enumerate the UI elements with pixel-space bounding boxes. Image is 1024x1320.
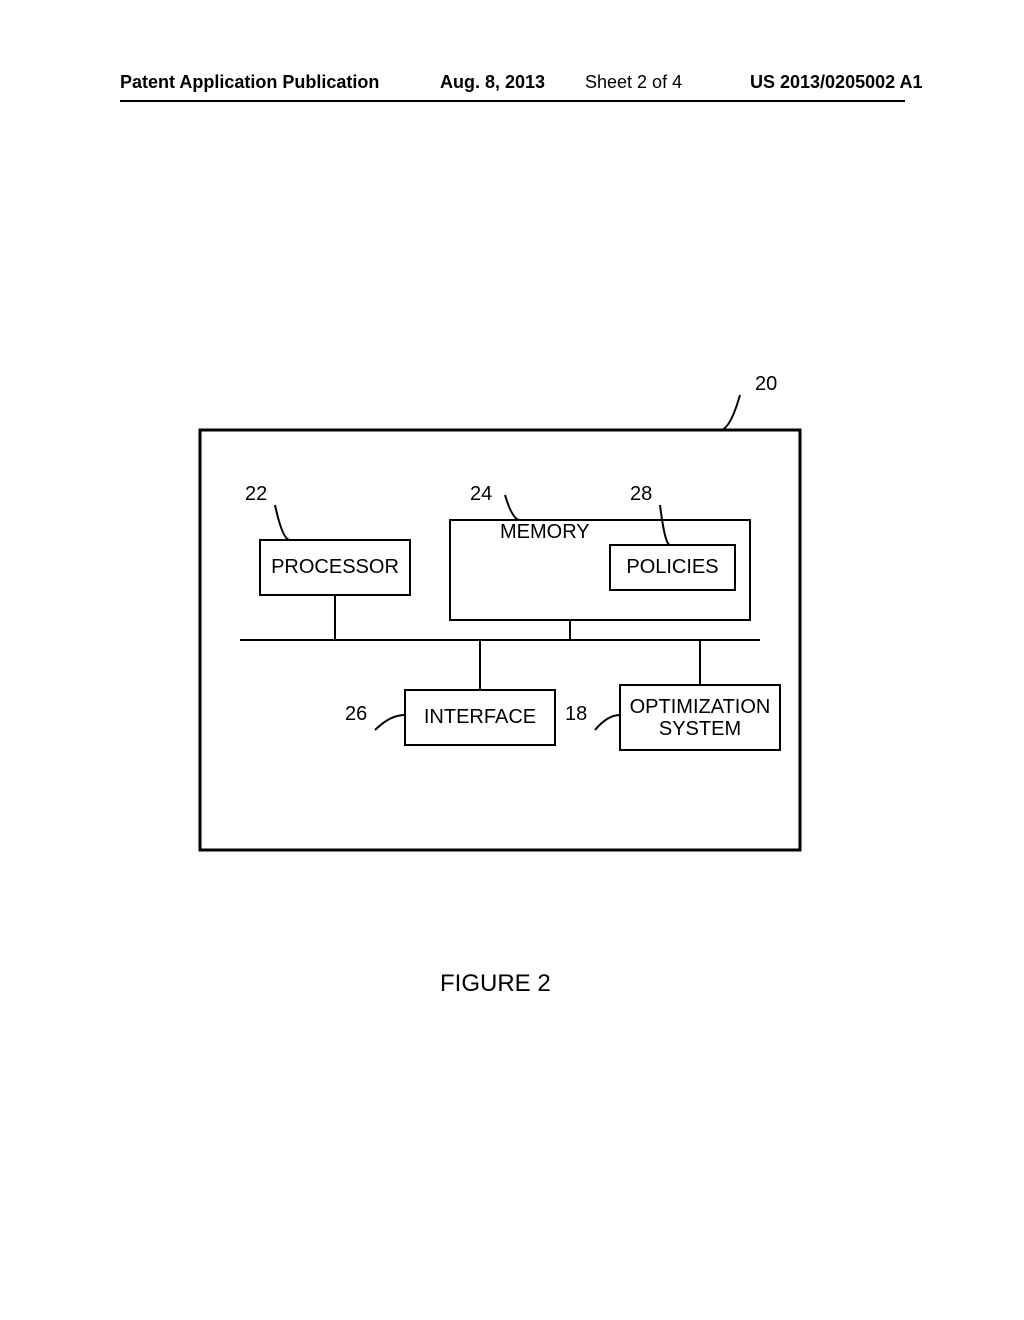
svg-text:18: 18 xyxy=(565,703,587,725)
svg-text:SYSTEM: SYSTEM xyxy=(659,718,741,740)
svg-text:POLICIES: POLICIES xyxy=(626,556,718,578)
header-rule xyxy=(120,100,905,102)
header-sheet: Sheet 2 of 4 xyxy=(585,72,682,93)
page: Patent Application Publication Aug. 8, 2… xyxy=(0,0,1024,1320)
svg-text:PROCESSOR: PROCESSOR xyxy=(271,556,399,578)
svg-text:MEMORY: MEMORY xyxy=(500,521,590,543)
svg-text:28: 28 xyxy=(630,483,652,505)
figure-caption: FIGURE 2 xyxy=(440,970,551,998)
svg-text:20: 20 xyxy=(755,373,777,395)
svg-text:26: 26 xyxy=(345,703,367,725)
block-diagram: 20 PROCESSOR 22 MEMORY 24 POLICIES 28 INTERFACE… xyxy=(150,370,850,860)
svg-text:OPTIMIZATION: OPTIMIZATION xyxy=(630,696,771,718)
header-pub-number: US 2013/0205002 A1 xyxy=(750,72,922,93)
svg-text:24: 24 xyxy=(470,483,492,505)
header-publication-type: Patent Application Publication xyxy=(120,72,379,93)
svg-text:INTERFACE: INTERFACE xyxy=(424,706,536,728)
svg-text:22: 22 xyxy=(245,483,267,505)
header-date: Aug. 8, 2013 xyxy=(440,72,545,93)
